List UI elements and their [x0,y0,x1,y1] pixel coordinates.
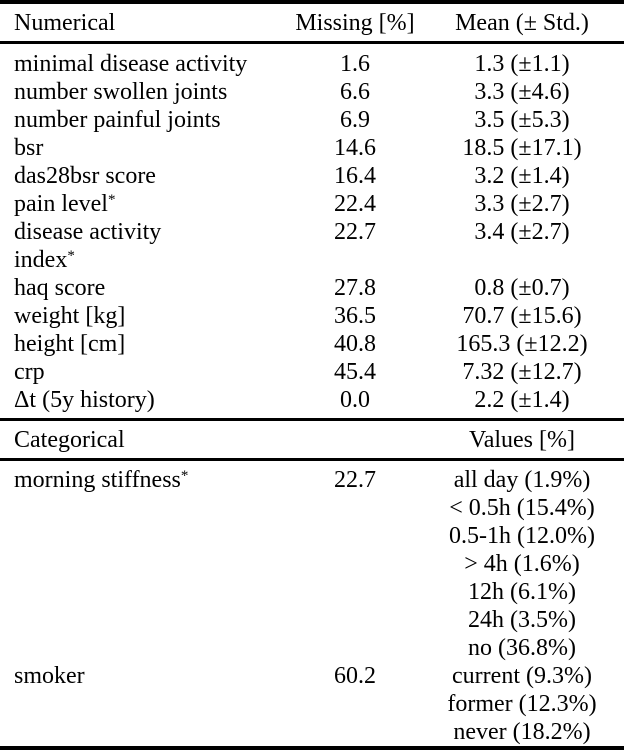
table-row: morning stiffness* 22.7 all day (1.9%) < 0.… [0,466,624,662]
feature-cell: das28bsr score [14,163,156,189]
missing-cell: 22.7 [334,219,376,245]
mean-cell: 3.3 (±2.7) [474,191,570,217]
feature-cell: minimal disease activity [14,51,248,77]
footnote-asterisk: * [67,248,75,265]
missing-cell: 40.8 [334,331,376,357]
value-line: > 4h (1.6%) [464,551,580,577]
feature-cell: bsr [14,135,44,161]
table-row: height [cm] 40.8 165.3 (±12.2) [0,330,624,358]
top-rule [0,0,624,4]
missing-cell: 60.2 [334,663,376,689]
numerical-header-row: Numerical Missing [%] Mean (± Std.) [0,4,624,41]
mean-cell: 165.3 (±12.2) [456,331,588,357]
values-column-header: Values [%] [469,427,575,453]
missing-cell: 6.6 [340,79,370,105]
feature-line: index* [14,247,75,273]
mean-cell: 2.2 (±1.4) [474,387,570,413]
missing-cell: 6.9 [340,107,370,133]
missing-column-header: Missing [%] [295,10,415,36]
table-row: number swollen joints 6.6 3.3 (±4.6) [0,78,624,106]
missing-cell: 16.4 [334,163,376,189]
mean-cell: 18.5 (±17.1) [462,135,582,161]
feature-cell: disease activity index* [0,218,290,274]
mean-column-header: Mean (± Std.) [455,10,589,36]
feature-cell: crp [14,359,45,385]
mean-cell: 3.2 (±1.4) [474,163,570,189]
mean-cell: 0.8 (±0.7) [474,275,570,301]
missing-cell: 14.6 [334,135,376,161]
numerical-header-rule [0,41,624,44]
feature-cell: number painful joints [14,107,221,133]
mean-cell: 3.4 (±2.7) [474,219,570,245]
table-row: pain level* 22.4 3.3 (±2.7) [0,190,624,218]
feature-cell: Δt (5y history) [14,387,155,413]
numerical-rows: minimal disease activity 1.6 1.3 (±1.1) num… [0,44,624,418]
value-line: < 0.5h (15.4%) [449,495,595,521]
feature-cell: haq score [14,275,106,301]
value-line: no (36.8%) [468,635,576,661]
missing-cell: 22.4 [334,191,376,217]
missing-cell: 22.7 [334,467,376,493]
value-line: never (18.2%) [453,719,591,745]
table-row: smoker 60.2 current (9.3%) former (12.3%) ne… [0,662,624,746]
table-row: haq score 27.8 0.8 (±0.7) [0,274,624,302]
value-line: former (12.3%) [447,691,597,717]
table-row: disease activity index* 22.7 3.4 (±2.7) [0,218,624,274]
value-line: current (9.3%) [452,663,592,689]
values-cell: all day (1.9%) < 0.5h (15.4%) 0.5-1h (12.0… [420,466,624,662]
value-line: 12h (6.1%) [468,579,576,605]
categorical-rows: morning stiffness* 22.7 all day (1.9%) < 0.… [0,461,624,746]
table-row: number painful joints 6.9 3.5 (±5.3) [0,106,624,134]
categorical-header-rule [0,458,624,461]
table-row: minimal disease activity 1.6 1.3 (±1.1) [0,50,624,78]
values-cell: current (9.3%) former (12.3%) never (18.2%… [420,662,624,746]
categorical-column-header: Categorical [14,427,125,453]
section-divider-rule [0,418,624,421]
categorical-missing-header [290,426,420,454]
mean-cell: 3.5 (±5.3) [474,107,570,133]
missing-cell: 45.4 [334,359,376,385]
feature-cell: weight [kg] [14,303,126,329]
feature-cell: number swollen joints [14,79,228,105]
feature-cell: smoker [14,663,85,689]
table-row: weight [kg] 36.5 70.7 (±15.6) [0,302,624,330]
table-row: bsr 14.6 18.5 (±17.1) [0,134,624,162]
feature-cell: height [cm] [14,331,126,357]
feature-cell: morning stiffness* [14,467,189,493]
missing-cell: 36.5 [334,303,376,329]
feature-cell: pain level* [14,191,116,217]
value-line: 24h (3.5%) [468,607,576,633]
footnote-asterisk: * [107,192,116,209]
mean-cell: 7.32 (±12.7) [462,359,582,385]
missing-cell: 0.0 [340,387,370,413]
value-line: 0.5-1h (12.0%) [449,523,595,549]
table-row: das28bsr score 16.4 3.2 (±1.4) [0,162,624,190]
footnote-asterisk: * [180,468,189,485]
missing-cell: 1.6 [340,51,370,77]
value-line: all day (1.9%) [453,467,591,493]
mean-cell: 70.7 (±15.6) [462,303,582,329]
mean-cell: 3.3 (±4.6) [474,79,570,105]
numerical-column-header: Numerical [14,10,116,36]
bottom-rule [0,746,624,750]
mean-cell: 1.3 (±1.1) [474,51,570,77]
missing-cell: 27.8 [334,275,376,301]
categorical-header-row: Categorical Values [%] [0,421,624,458]
table-row: crp 45.4 7.32 (±12.7) [0,358,624,386]
table-row: Δt (5y history) 0.0 2.2 (±1.4) [0,386,624,414]
feature-line: disease activity [14,219,162,245]
